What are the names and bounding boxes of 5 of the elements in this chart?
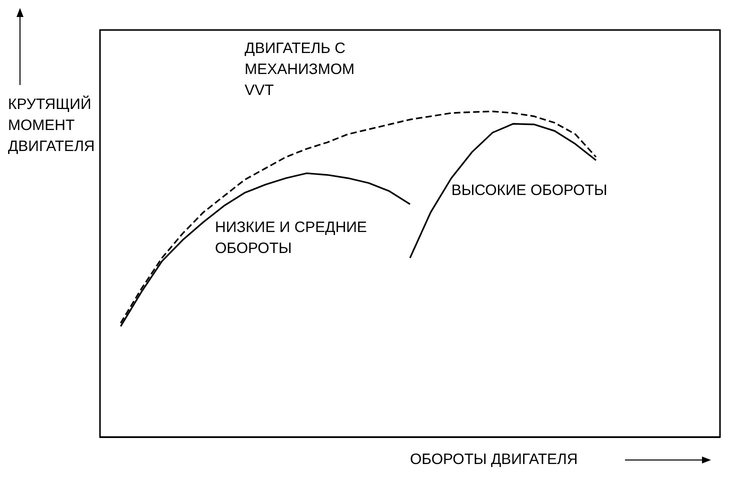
x-axis-title: ОБОРОТЫ ДВИГАТЕЛЯ [410,451,578,468]
series-label: ВЫСОКИЕ ОБОРОТЫ [451,182,608,199]
y-axis-title: КРУТЯЩИЙ МОМЕНТ ДВИГАТЕЛЯ [8,95,95,155]
text: ДВИГАТЕЛЬ С МЕХАНИЗМОМ VVT [244,40,355,99]
series-label: НИЗКИЕ И СРЕДНИЕ ОБОРОТЫ [215,219,367,258]
